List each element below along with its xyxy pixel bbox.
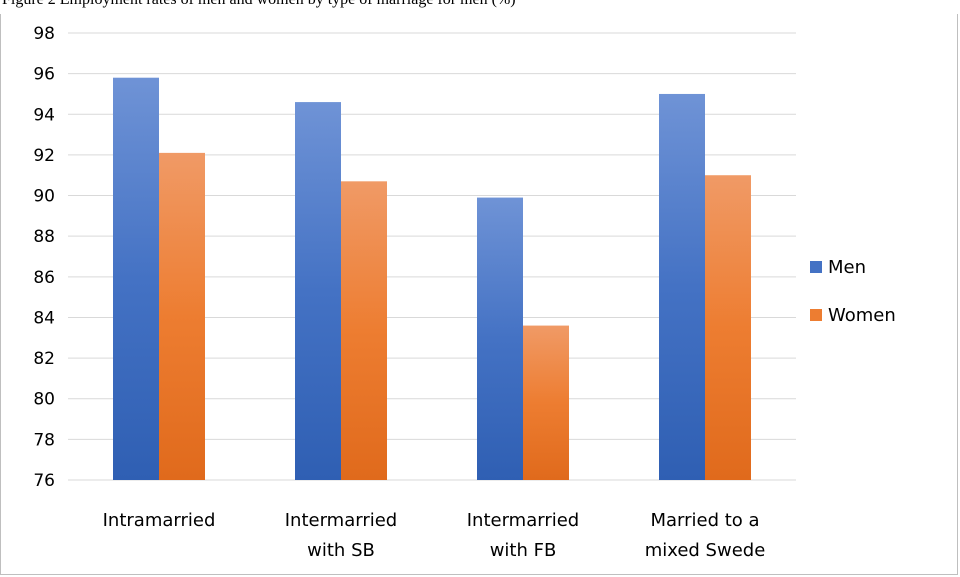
y-tick-label: 90 bbox=[33, 187, 55, 207]
figure-caption: Figure 2 Employment rates of men and wom… bbox=[2, 0, 516, 9]
bar-men-1 bbox=[113, 77, 159, 480]
y-tick-label: 94 bbox=[33, 105, 55, 125]
x-category-label: with SB bbox=[307, 540, 375, 561]
x-category-label: mixed Swede bbox=[645, 540, 766, 561]
y-tick-label: 88 bbox=[33, 227, 55, 247]
y-tick-label: 76 bbox=[33, 471, 55, 491]
legend-swatch-men bbox=[810, 261, 822, 273]
x-axis-category-labels: Intramarried Intermarried with SB Intermarr… bbox=[103, 510, 766, 561]
y-tick-label: 86 bbox=[33, 268, 55, 288]
figure-caption-strip: Figure 2 Employment rates of men and wom… bbox=[0, 0, 960, 14]
y-tick-label: 84 bbox=[33, 308, 55, 328]
legend-label-men: Men bbox=[828, 257, 866, 278]
bar-men-4 bbox=[659, 93, 705, 481]
y-tick-label: 82 bbox=[33, 349, 55, 369]
bar-women-3 bbox=[523, 325, 569, 480]
bar-women-4 bbox=[705, 175, 751, 480]
y-tick-label: 80 bbox=[33, 390, 55, 410]
bar-men-3 bbox=[477, 197, 523, 480]
y-tick-label: 78 bbox=[33, 430, 55, 450]
x-category-label: Married to a bbox=[650, 510, 759, 531]
x-category-label: with FB bbox=[490, 540, 557, 561]
chart-frame: 76 78 80 82 84 86 88 90 92 94 96 98 Intramarried Int… bbox=[0, 14, 958, 575]
y-tick-label: 96 bbox=[33, 65, 55, 85]
y-axis-tick-labels: 76 78 80 82 84 86 88 90 92 94 96 98 bbox=[33, 24, 55, 491]
bar-women-2 bbox=[341, 181, 387, 480]
x-category-label: Intermarried bbox=[467, 510, 579, 531]
y-tick-label: 92 bbox=[33, 146, 55, 166]
legend-swatch-women bbox=[810, 309, 822, 321]
bar-women-1 bbox=[159, 152, 205, 481]
legend: Men Women bbox=[810, 257, 896, 326]
bars bbox=[113, 77, 751, 481]
legend-label-women: Women bbox=[828, 305, 896, 326]
x-category-label: Intermarried bbox=[285, 510, 397, 531]
x-category-label: Intramarried bbox=[103, 510, 216, 531]
bar-men-2 bbox=[295, 102, 341, 480]
y-tick-label: 98 bbox=[33, 24, 55, 44]
